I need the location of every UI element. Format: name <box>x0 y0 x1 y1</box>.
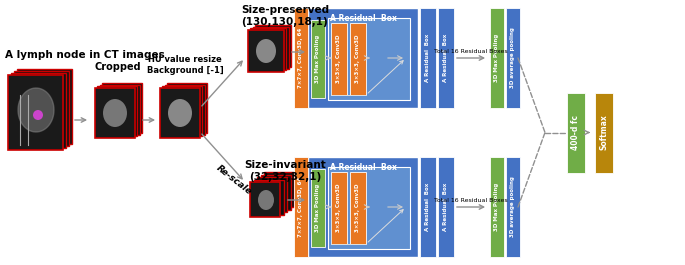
Bar <box>420 157 436 257</box>
Bar <box>161 89 199 137</box>
Bar <box>96 89 134 137</box>
Bar <box>256 25 291 67</box>
Bar <box>506 8 520 108</box>
Bar <box>506 157 520 257</box>
Bar <box>249 31 283 71</box>
Ellipse shape <box>168 99 192 127</box>
Text: 3D average pooling: 3D average pooling <box>510 176 516 237</box>
Bar <box>328 18 410 100</box>
Bar <box>328 167 410 249</box>
Ellipse shape <box>258 190 274 210</box>
Polygon shape <box>18 88 54 132</box>
Bar <box>248 30 284 72</box>
Bar <box>567 92 585 173</box>
Text: 3D Max Pooling: 3D Max Pooling <box>316 35 321 83</box>
Bar <box>251 28 286 70</box>
Text: 7×7×7, Conv3D, 64: 7×7×7, Conv3D, 64 <box>299 28 303 88</box>
Bar <box>331 172 347 244</box>
Bar <box>294 8 308 108</box>
Text: A Residual  Box: A Residual Box <box>443 183 449 231</box>
Bar <box>438 157 454 257</box>
Ellipse shape <box>33 110 43 120</box>
Bar <box>420 8 436 108</box>
Text: A Residual  Box: A Residual Box <box>329 163 397 172</box>
Text: Re-scale: Re-scale <box>215 163 254 196</box>
Text: 3×3×3, Conv3D: 3×3×3, Conv3D <box>356 184 360 232</box>
Text: A Residual  Box: A Residual Box <box>329 14 397 23</box>
Bar <box>350 172 366 244</box>
Bar <box>253 180 284 215</box>
Text: Total 16 Residual Boxes: Total 16 Residual Boxes <box>434 49 508 54</box>
Text: A lymph node in CT images: A lymph node in CT images <box>5 50 165 60</box>
Ellipse shape <box>103 99 127 127</box>
Bar <box>8 75 63 150</box>
Bar <box>251 183 279 216</box>
Bar <box>294 157 308 257</box>
Text: A Residual  Box: A Residual Box <box>425 183 430 231</box>
Bar <box>331 23 347 95</box>
Text: 3D Max Pooling: 3D Max Pooling <box>495 183 499 231</box>
Text: Size-invariant
(32,32,32,1): Size-invariant (32,32,32,1) <box>244 160 326 182</box>
Bar <box>160 88 200 138</box>
Bar <box>308 8 418 108</box>
Text: 3×3×3, Conv3D: 3×3×3, Conv3D <box>336 184 342 232</box>
Bar <box>100 85 140 135</box>
Text: 3D average pooling: 3D average pooling <box>510 28 516 89</box>
Bar <box>17 69 72 144</box>
Bar <box>490 157 504 257</box>
Text: 3D Max Pooling: 3D Max Pooling <box>316 184 321 232</box>
Text: Total 16 Residual Boxes: Total 16 Residual Boxes <box>434 198 508 203</box>
Bar <box>11 73 66 148</box>
Bar <box>9 76 62 149</box>
Text: 3×3×3, Conv3D: 3×3×3, Conv3D <box>336 35 342 83</box>
Bar <box>438 8 454 108</box>
Bar <box>14 71 69 146</box>
Text: A Residual  Box: A Residual Box <box>443 34 449 82</box>
Text: 7×7×7, Conv3D, 64: 7×7×7, Conv3D, 64 <box>299 177 303 237</box>
Text: Softmax: Softmax <box>599 115 608 150</box>
Text: 3D Max Pooling: 3D Max Pooling <box>495 34 499 82</box>
Bar <box>102 83 142 133</box>
Bar <box>595 92 613 173</box>
Bar <box>97 86 138 136</box>
Bar <box>490 8 504 108</box>
Bar <box>311 169 325 247</box>
Bar <box>167 83 207 133</box>
Bar <box>311 20 325 98</box>
Bar <box>165 85 205 135</box>
Text: HU value resize
Background [-1]: HU value resize Background [-1] <box>147 55 223 75</box>
Bar <box>162 86 202 136</box>
Bar <box>308 157 418 257</box>
Text: Size-preserved
(130,130,18,1): Size-preserved (130,130,18,1) <box>241 5 329 26</box>
Text: A Residual  Box: A Residual Box <box>425 34 430 82</box>
Bar <box>257 177 287 212</box>
Bar <box>350 23 366 95</box>
Bar <box>95 88 135 138</box>
Text: Cropped: Cropped <box>95 62 141 72</box>
Bar <box>250 182 280 217</box>
Ellipse shape <box>256 39 276 63</box>
Bar <box>261 175 291 210</box>
Text: 3×3×3, Conv3D: 3×3×3, Conv3D <box>356 35 360 83</box>
Bar <box>264 173 295 207</box>
Text: 400-d fc: 400-d fc <box>571 115 580 150</box>
Bar <box>253 27 289 69</box>
